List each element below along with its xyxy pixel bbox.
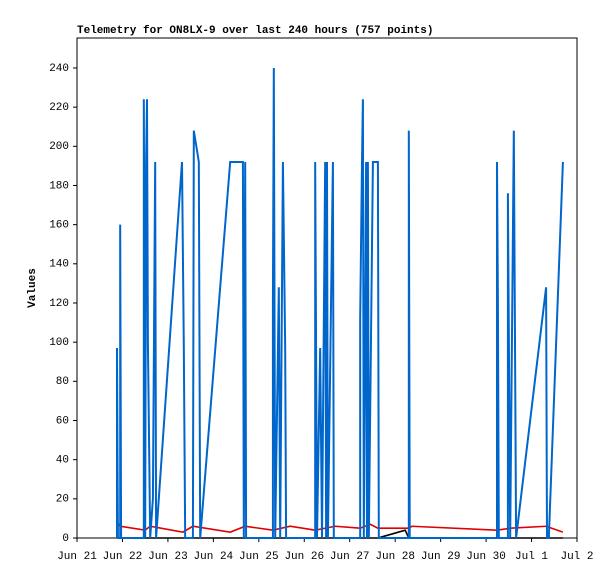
- x-tick-label: Jun 21: [57, 551, 97, 563]
- y-tick-label: 200: [49, 141, 69, 153]
- y-tick-label: 160: [49, 220, 69, 232]
- x-tick-label: Jun 24: [194, 551, 234, 563]
- y-tick-label: 140: [49, 259, 69, 271]
- x-tick-label: Jun 27: [330, 551, 370, 563]
- x-tick-label: Jun 29: [421, 551, 461, 563]
- y-tick-label: 80: [56, 376, 69, 388]
- y-tick-label: 220: [49, 102, 69, 114]
- x-tick-label: Jun 25: [239, 551, 279, 563]
- x-tick-label: Jul 2: [560, 551, 593, 563]
- y-tick-label: 120: [49, 298, 69, 310]
- y-tick-label: 240: [49, 63, 69, 75]
- y-tick-label: 100: [49, 337, 69, 349]
- y-axis-label: Values: [27, 268, 39, 308]
- x-tick-label: Jun 30: [466, 551, 506, 563]
- y-tick-label: 0: [62, 533, 69, 545]
- x-tick-label: Jun 22: [103, 551, 143, 563]
- chart-title: Telemetry for ON8LX-9 over last 240 hour…: [77, 25, 433, 37]
- data-line: [116, 67, 564, 539]
- y-tick-label: 40: [56, 455, 69, 467]
- x-tick-label: Jun 26: [284, 551, 324, 563]
- y-tick-label: 180: [49, 180, 69, 192]
- y-tick-label: 60: [56, 415, 69, 427]
- x-tick-label: Jun 28: [375, 551, 415, 563]
- x-tick-label: Jul 1: [515, 551, 548, 563]
- y-tick-label: 20: [56, 494, 69, 506]
- x-tick-label: Jun 23: [148, 551, 188, 563]
